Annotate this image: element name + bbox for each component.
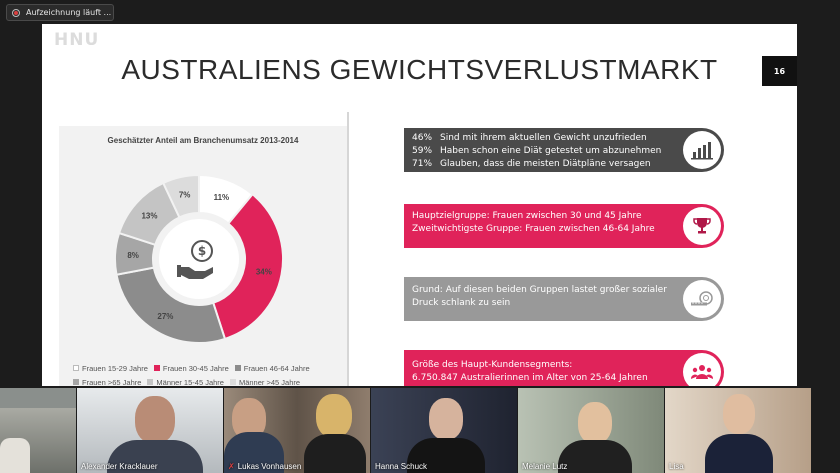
stats-bar: 46% Sind mit ihrem aktuellen Gewicht unzu…	[404, 128, 724, 172]
legend-swatch	[229, 379, 236, 385]
bar-chart-icon	[683, 131, 721, 169]
shared-slide: HNU AUSTRALIENS GEWICHTSVERLUSTMARKT 16 …	[42, 24, 797, 386]
legend-label: Frauen 15-29 Jahre	[82, 364, 148, 373]
pie-slice-2	[211, 192, 284, 341]
person-head	[429, 398, 463, 440]
segment-line-1: Größe des Haupt-Kundensegments:	[412, 360, 573, 370]
target-group-secondary: Zweitwichtigste Gruppe: Frauen zwischen …	[412, 224, 655, 234]
participant-tile[interactable]: Alexander Kracklauer	[77, 388, 223, 473]
legend-item: Männer >45 Jahre	[229, 376, 301, 386]
stat-pct: 46%	[412, 133, 433, 143]
legend-swatch	[73, 365, 79, 371]
participant-name: Alexander Kracklauer	[81, 462, 158, 471]
reason-line-1: Grund: Auf diesen beiden Gruppen lastet …	[412, 285, 667, 295]
donut-center	[159, 219, 239, 299]
person-body	[224, 432, 284, 473]
legend-item: Frauen 15-29 Jahre	[73, 362, 148, 376]
person-silhouette	[0, 438, 30, 473]
legend-label: Frauen 46-64 Jahre	[243, 364, 310, 373]
participant-tile[interactable]: Melanie Lutz	[518, 388, 664, 473]
slice-label-5: 13%	[141, 211, 157, 220]
legend-swatch	[234, 365, 241, 371]
legend-label: Frauen >65 Jahre	[82, 378, 142, 386]
stat-text: Sind mit ihrem aktuellen Gewicht unzufri…	[440, 133, 647, 143]
chart-legend: Frauen 15-29 Jahre Frauen 30-45 Jahre Frau…	[73, 362, 347, 386]
slice-label-6: 7%	[179, 191, 191, 200]
participant-tile[interactable]: Hanna Schuck	[371, 388, 517, 473]
pie-slice-3	[115, 266, 227, 344]
slice-label-2: 34%	[256, 267, 272, 276]
person-body	[407, 438, 485, 473]
person-body	[705, 434, 773, 473]
participant-name: Lisa	[669, 462, 684, 471]
stat-pct: 71%	[412, 159, 433, 169]
stat-row: 71% Glauben, dass die meisten Diätpläne v…	[412, 158, 724, 171]
slide-title: AUSTRALIENS GEWICHTSVERLUSTMARKT	[121, 54, 718, 85]
legend-label: Frauen 30-45 Jahre	[162, 364, 229, 373]
person-body	[107, 440, 203, 473]
participant-name: Hanna Schuck	[375, 462, 428, 471]
participant-tile[interactable]: ✗ Lukas Vonhausen	[224, 388, 370, 473]
record-icon	[12, 8, 20, 17]
segment-line-2: 6.750.847 Australierinnen im Alter von 2…	[412, 373, 648, 383]
legend-swatch	[73, 379, 79, 385]
legend-swatch	[153, 365, 160, 371]
measuring-tape-icon	[683, 280, 721, 318]
target-group-primary: Hauptzielgruppe: Frauen zwischen 30 und …	[412, 211, 642, 221]
slice-label-3: 27%	[157, 312, 173, 321]
chart-panel: Geschätzter Anteil am Branchenumsatz 201…	[59, 126, 347, 386]
stat-text: Haben schon eine Diät getestet um abzune…	[440, 146, 662, 156]
stat-text: Glauben, dass die meisten Diätpläne vers…	[440, 159, 651, 169]
stat-pct: 59%	[412, 146, 433, 156]
person-body	[558, 440, 632, 473]
slice-label-1: 11%	[214, 193, 230, 202]
segment-bar: Größe des Haupt-Kundensegments: 6.750.84…	[404, 350, 724, 386]
logo-text: HNU	[54, 30, 100, 50]
target-group-bar: Hauptzielgruppe: Frauen zwischen 30 und …	[404, 204, 724, 248]
stat-row: 46% Sind mit ihrem aktuellen Gewicht unzu…	[412, 132, 724, 145]
slice-label-4: 8%	[127, 251, 139, 260]
trophy-icon	[683, 207, 721, 245]
mic-muted-icon: ✗	[228, 462, 235, 471]
recording-label: Aufzeichnung läuft ...	[26, 8, 112, 17]
group-icon	[683, 353, 721, 386]
legend-swatch	[147, 379, 154, 385]
legend-item: Frauen 46-64 Jahre	[234, 362, 310, 376]
person-head	[135, 396, 175, 444]
reason-line-2: Druck schlank zu sein	[412, 298, 511, 308]
svg-text:$: $	[198, 244, 206, 258]
person-head	[578, 402, 612, 444]
university-logo: HNU	[54, 30, 104, 54]
reason-bar: Grund: Auf diesen beiden Gruppen lastet …	[404, 277, 724, 321]
participant-name: ✗ Lukas Vonhausen	[228, 462, 302, 471]
person-head	[723, 394, 755, 434]
participant-name: Melanie Lutz	[522, 462, 568, 471]
legend-label: Männer >45 Jahre	[238, 378, 301, 386]
person-head	[316, 394, 352, 438]
money-hand-icon: $	[177, 240, 213, 279]
divider	[347, 112, 349, 386]
participant-tile[interactable]	[0, 388, 76, 473]
stat-row: 59% Haben schon eine Diät getestet um abz…	[412, 145, 724, 158]
legend-item: Frauen 30-45 Jahre	[153, 362, 229, 376]
participant-strip: Alexander Kracklauer ✗ Lukas Vonhausen Ha…	[0, 388, 840, 473]
legend-item: Männer 15-45 Jahre	[147, 376, 224, 386]
chart-title: Geschätzter Anteil am Branchenumsatz 201…	[107, 136, 299, 145]
pie-slice-6	[161, 173, 200, 219]
person-body	[304, 434, 366, 473]
legend-label: Männer 15-45 Jahre	[156, 378, 224, 386]
recording-indicator[interactable]: Aufzeichnung läuft ...	[6, 4, 114, 21]
legend-item: Frauen >65 Jahre	[73, 376, 141, 386]
donut-chart: 11% 34% 27% 8% 13% 7% $	[114, 173, 284, 344]
participant-tile[interactable]: Lisa	[665, 388, 811, 473]
page-number: 16	[762, 56, 797, 86]
